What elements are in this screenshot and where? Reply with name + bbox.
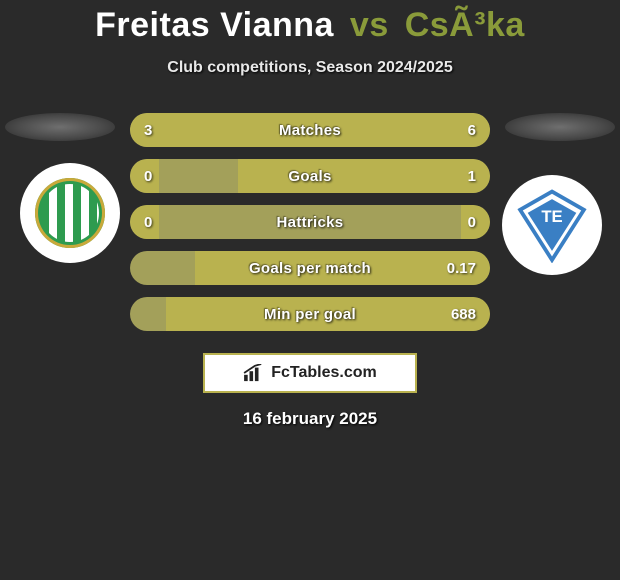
player2-name: CsÃ³ka [405,6,525,44]
comparison-title: Freitas Vianna vs CsÃ³ka [0,0,620,45]
stat-label: Goals per match [130,251,490,285]
stat-label: Matches [130,113,490,147]
stat-row: 00Hattricks [130,205,490,239]
brand-text: FcTables.com [271,364,377,382]
player1-name: Freitas Vianna [95,6,334,44]
right-club-crest: TE [502,175,602,275]
left-club-crest [20,163,120,263]
right-crest-graphic: TE [514,187,590,263]
bar-chart-icon [243,364,265,382]
stat-label: Goals [130,159,490,193]
stat-row: 01Goals [130,159,490,193]
stat-row: 688Min per goal [130,297,490,331]
stat-bars: 36Matches 01Goals 00Hattricks 0.17Goals per… [130,113,490,343]
snapshot-date: 16 february 2025 [0,409,620,429]
left-crest-graphic [35,178,105,248]
stat-row: 0.17Goals per match [130,251,490,285]
vs-separator: vs [350,6,389,44]
svg-text:TE: TE [541,207,562,226]
brand-watermark: FcTables.com [203,353,417,393]
season-subtitle: Club competitions, Season 2024/2025 [0,59,620,77]
stat-label: Hattricks [130,205,490,239]
stat-label: Min per goal [130,297,490,331]
stat-row: 36Matches [130,113,490,147]
right-halo [505,113,615,141]
left-halo [5,113,115,141]
